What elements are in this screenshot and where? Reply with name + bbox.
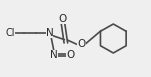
Text: O: O	[66, 50, 74, 60]
Text: N: N	[46, 28, 53, 38]
Text: O: O	[58, 14, 66, 24]
Text: O: O	[77, 39, 86, 49]
Text: Cl: Cl	[6, 28, 15, 38]
Text: N: N	[50, 50, 58, 60]
